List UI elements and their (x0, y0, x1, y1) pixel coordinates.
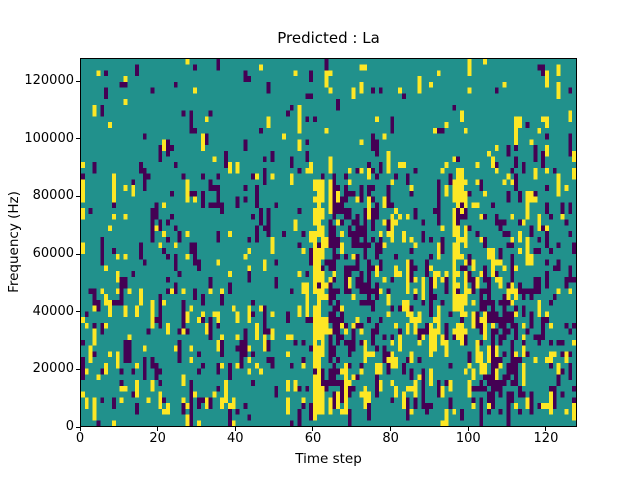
x-tick-mark (545, 427, 547, 431)
x-tick-label: 120 (533, 431, 559, 446)
x-tick-mark (390, 427, 392, 431)
y-tick-label: 100000 (24, 130, 74, 146)
y-tick-label: 0 (65, 419, 74, 434)
y-tick-mark (76, 195, 80, 197)
x-tick-mark (79, 427, 81, 431)
y-tick-mark (76, 138, 80, 140)
y-axis-label: Frequency (Hz) (6, 191, 22, 293)
y-tick-label: 120000 (24, 73, 74, 89)
x-tick-label: 20 (149, 431, 166, 446)
x-tick-mark (234, 427, 236, 431)
y-tick-label: 60000 (32, 246, 74, 262)
y-tick-label: 20000 (32, 361, 74, 377)
y-tick-mark (76, 426, 80, 428)
heatmap-canvas (81, 59, 576, 426)
plot-area (80, 58, 577, 427)
y-tick-mark (76, 368, 80, 370)
x-tick-label: 60 (304, 431, 322, 446)
x-tick-label: 0 (75, 431, 85, 446)
y-tick-label: 80000 (32, 188, 74, 204)
y-tick-label: 40000 (32, 303, 74, 319)
y-tick-mark (76, 80, 80, 82)
x-tick-label: 40 (227, 431, 244, 446)
x-axis-label: Time step (295, 451, 362, 467)
y-tick-mark (76, 311, 80, 313)
y-tick-mark (76, 253, 80, 255)
x-tick-mark (312, 427, 314, 431)
chart-title: Predicted : La (277, 29, 380, 47)
x-tick-mark (157, 427, 159, 431)
x-tick-label: 100 (455, 431, 481, 446)
x-tick-mark (467, 427, 469, 431)
x-tick-label: 80 (382, 431, 399, 446)
